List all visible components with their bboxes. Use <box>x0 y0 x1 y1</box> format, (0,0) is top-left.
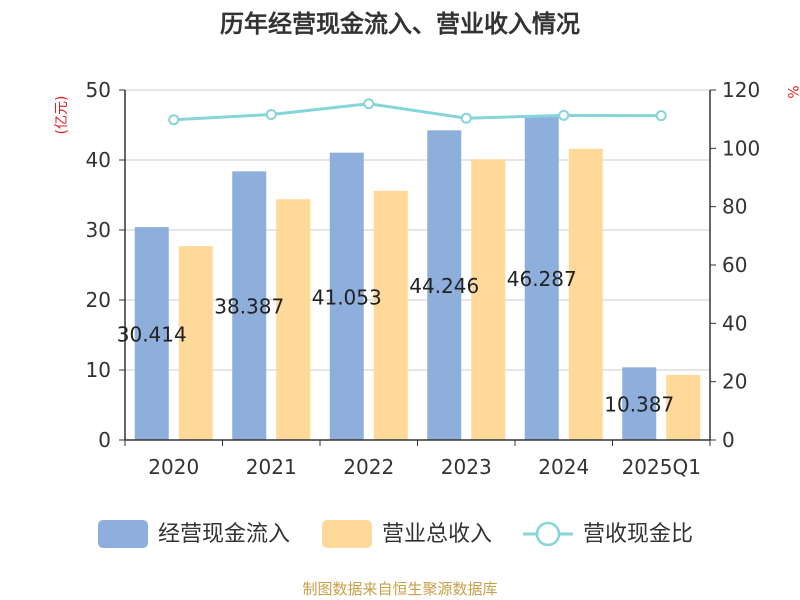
bar-cash-inflow <box>134 227 169 440</box>
bar-revenue <box>178 246 213 440</box>
line-series-path <box>173 102 662 122</box>
bar-cash-inflow <box>329 152 364 440</box>
x-axis-tick-label: 2021 <box>246 455 297 479</box>
right-axis-tick-label: 60 <box>722 253 747 277</box>
legend-item[interactable]: 营业总收入 <box>322 520 492 548</box>
legend-swatch <box>98 520 148 548</box>
right-axis-tick-label: 100 <box>722 136 760 160</box>
data-label: 30.414 <box>117 323 187 347</box>
source-note: 制图数据来自恒生聚源数据库 <box>302 580 497 598</box>
gridlines <box>125 89 710 371</box>
x-axis-tick-label: 2024 <box>538 455 589 479</box>
right-axis-tick-label: 80 <box>722 195 747 219</box>
left-axis-tick-label: 50 <box>86 78 111 102</box>
legend-item[interactable]: 营收现金比 <box>523 521 693 547</box>
bar-revenue <box>276 199 311 440</box>
legend-label: 经营现金流入 <box>158 522 290 547</box>
line-point <box>168 114 180 126</box>
left-axis-tick-label: 0 <box>98 428 111 452</box>
legend-item[interactable]: 经营现金流入 <box>98 520 290 548</box>
right-axis-tick-label: 0 <box>722 428 735 452</box>
bar-revenue <box>666 374 701 440</box>
bar-cash-inflow <box>232 171 267 440</box>
right-axis-unit: % <box>784 85 800 98</box>
x-axis-tick-label: 2020 <box>148 455 199 479</box>
bar-revenue <box>373 190 408 440</box>
legend-swatch <box>322 520 372 548</box>
data-labels: 30.414 38.387 41.053 44.246 46.287 10.387 <box>117 267 674 417</box>
line-point <box>363 98 375 110</box>
legend[interactable]: 经营现金流入 营业总收入 营收现金比 <box>98 520 693 548</box>
left-axis-tick-label: 30 <box>86 218 111 242</box>
bar-cash-inflow <box>622 367 657 440</box>
x-axis-tick-label: 2023 <box>441 455 492 479</box>
bar-revenue <box>471 159 506 441</box>
chart-title: 历年经营现金流入、营业收入情况 <box>220 10 580 38</box>
line-series-group <box>168 98 667 126</box>
bar-revenue <box>568 148 603 441</box>
left-axis-tick-label: 40 <box>86 148 111 172</box>
data-label: 44.246 <box>409 274 479 298</box>
x-axis-tick-label: 2025Q1 <box>622 455 701 479</box>
data-label: 41.053 <box>312 285 382 309</box>
data-label: 10.387 <box>604 393 674 417</box>
data-label: 38.387 <box>214 295 284 319</box>
right-axis-tick-label: 40 <box>722 311 747 335</box>
line-point <box>460 112 472 124</box>
line-point <box>655 110 667 122</box>
right-axis-tick-label: 120 <box>722 78 760 102</box>
left-axis-tick-label: 10 <box>86 358 111 382</box>
left-axis-tick-label: 20 <box>86 288 111 312</box>
line-point <box>558 109 570 121</box>
right-axis-tick-label: 20 <box>722 370 747 394</box>
x-axis-tick-label: 2022 <box>343 455 394 479</box>
bar-series-group <box>134 116 701 441</box>
left-axis-unit: (亿元) <box>54 96 70 135</box>
bar-cash-inflow <box>524 116 559 440</box>
axes: 0 10 20 30 40 50 0 20 40 60 80 100 120 2020 2021 2022 20… <box>86 78 761 479</box>
data-label: 46.287 <box>507 267 577 291</box>
legend-marker <box>535 521 561 547</box>
legend-label: 营收现金比 <box>583 522 693 547</box>
bar-cash-inflow <box>427 130 462 440</box>
line-point <box>265 109 277 120</box>
legend-label: 营业总收入 <box>382 522 492 547</box>
